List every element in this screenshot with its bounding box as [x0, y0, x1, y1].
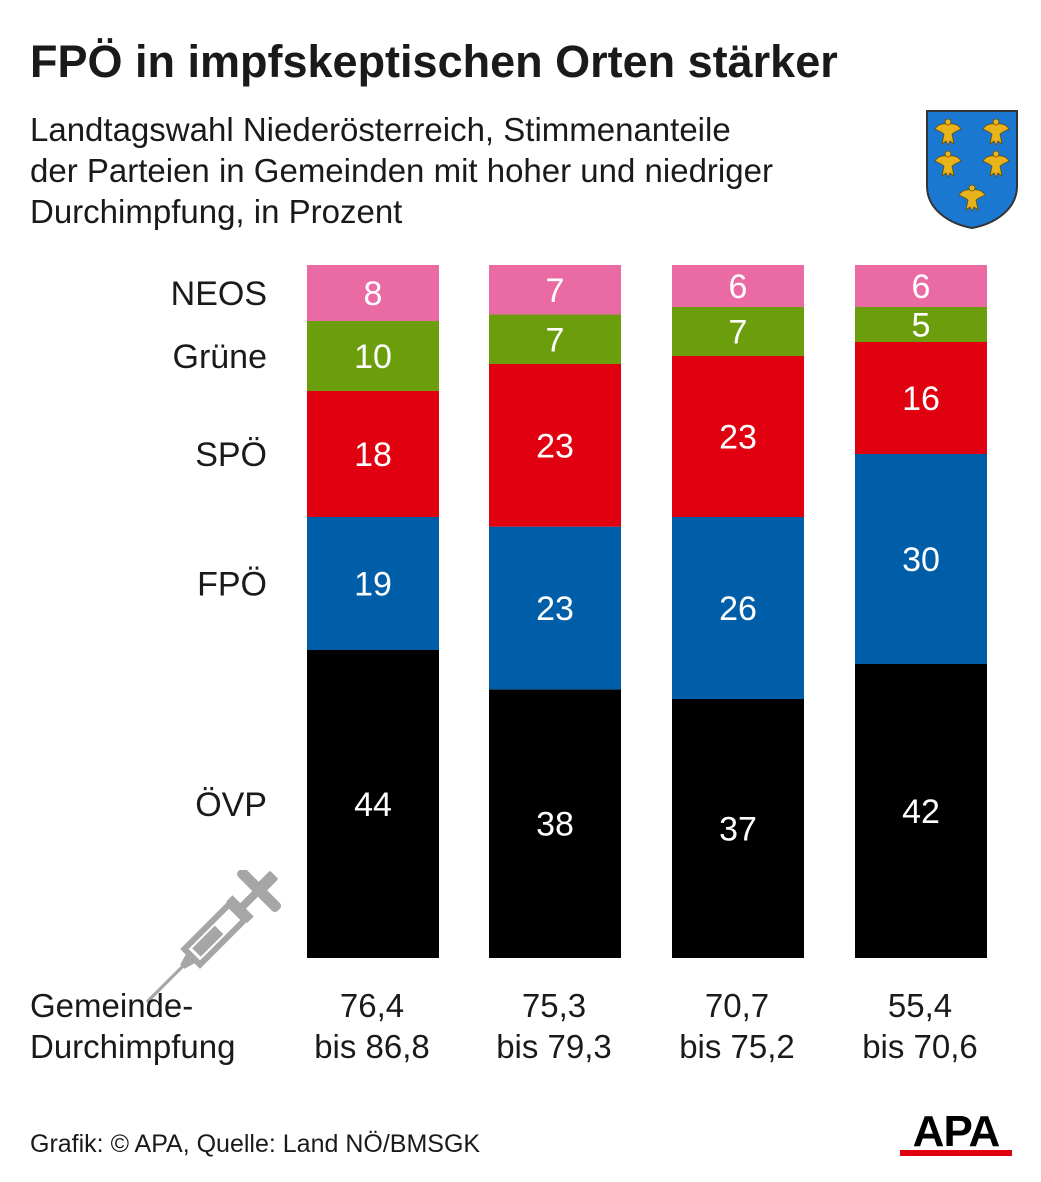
- bar-segment: [489, 689, 621, 958]
- data-label: 30: [902, 541, 940, 579]
- chart-subtitle: Landtagswahl Niederösterreich, Stimmenan…: [30, 109, 910, 232]
- x-tick-label: 76,4 bis 86,8: [282, 985, 462, 1067]
- bar-segment: [489, 364, 621, 527]
- data-label: 42: [902, 793, 940, 831]
- x-tick-label-line: bis 79,3: [496, 1028, 612, 1065]
- data-label: 26: [719, 590, 757, 628]
- bar-segment: [489, 526, 621, 690]
- subtitle-line: Landtagswahl Niederösterreich, Stimmenan…: [30, 111, 731, 148]
- bar-segment: [855, 454, 987, 664]
- subtitle-line: Durchimpfung, in Prozent: [30, 193, 403, 230]
- bar-segment: [307, 321, 439, 391]
- x-axis-title-line: Durchimpfung: [30, 1028, 236, 1065]
- x-tick-label-line: 55,4: [887, 987, 953, 1024]
- legend-label: ÖVP: [195, 786, 267, 824]
- syringe-icon: [145, 870, 282, 1004]
- x-tick-label: 55,4 bis 70,6: [830, 985, 1010, 1067]
- data-label: 23: [536, 590, 574, 628]
- data-label: 6: [729, 268, 748, 306]
- bar-segment: [672, 265, 804, 307]
- svg-text:APA: APA: [913, 1108, 1000, 1156]
- x-tick-label-line: bis 75,2: [679, 1028, 795, 1065]
- bar-segment: [672, 356, 804, 517]
- bar-segment: [672, 517, 804, 699]
- lower-austria-crest-icon: [926, 110, 1018, 230]
- bar-segment: [489, 314, 621, 364]
- data-label: 23: [719, 419, 757, 457]
- x-tick-label-line: bis 86,8: [314, 1028, 430, 1065]
- bar-segment: [672, 699, 804, 958]
- x-tick-label-line: bis 70,6: [862, 1028, 978, 1065]
- data-label: 7: [546, 272, 565, 310]
- x-tick-label-line: 75,3: [521, 987, 587, 1024]
- chart-title: FPÖ in impfskeptischen Orten stärker: [30, 36, 838, 87]
- data-label: 44: [354, 786, 392, 824]
- data-label: 6: [912, 268, 931, 306]
- legend-label: NEOS: [171, 275, 267, 313]
- data-label: 16: [902, 380, 940, 418]
- bar-segment: [307, 391, 439, 517]
- legend-label: Grüne: [173, 338, 268, 376]
- data-label: 7: [729, 314, 748, 352]
- bar-segment: [855, 342, 987, 454]
- data-label: 7: [546, 321, 565, 359]
- data-label: 38: [536, 806, 574, 844]
- source-credit: Grafik: © APA, Quelle: Land NÖ/BMSGK: [30, 1130, 481, 1158]
- data-label: 19: [354, 566, 392, 604]
- bar-segment: [855, 265, 987, 307]
- legend-label: FPÖ: [197, 566, 267, 604]
- data-label: 5: [912, 307, 931, 345]
- data-label: 10: [354, 338, 392, 376]
- data-label: 8: [364, 275, 383, 313]
- bar-segment: [672, 307, 804, 356]
- bar-segment: [855, 307, 987, 342]
- bar-segment: [489, 265, 621, 315]
- bar-segment: [307, 517, 439, 650]
- x-tick-label: 75,3 bis 79,3: [464, 985, 644, 1067]
- bar-segment: [307, 265, 439, 321]
- subtitle-line: der Parteien in Gemeinden mit hoher und …: [30, 152, 773, 189]
- stacked-bar-chart: 441918108382323773726237642301656ÖVPFPÖS…: [171, 265, 987, 958]
- data-label: 23: [536, 427, 574, 465]
- data-label: 37: [719, 811, 757, 849]
- x-tick-label: 70,7 bis 75,2: [647, 985, 827, 1067]
- x-axis-title: Gemeinde- Durchimpfung: [30, 985, 235, 1067]
- bar-segment: [855, 664, 987, 958]
- bar-segment: [307, 650, 439, 958]
- apa-logo: APA: [900, 1108, 1012, 1156]
- x-axis-title-line: Gemeinde-: [30, 987, 194, 1024]
- x-tick-label-line: 76,4: [339, 987, 405, 1024]
- legend-label: SPÖ: [195, 436, 267, 474]
- data-label: 18: [354, 436, 392, 474]
- x-tick-label-line: 70,7: [704, 987, 770, 1024]
